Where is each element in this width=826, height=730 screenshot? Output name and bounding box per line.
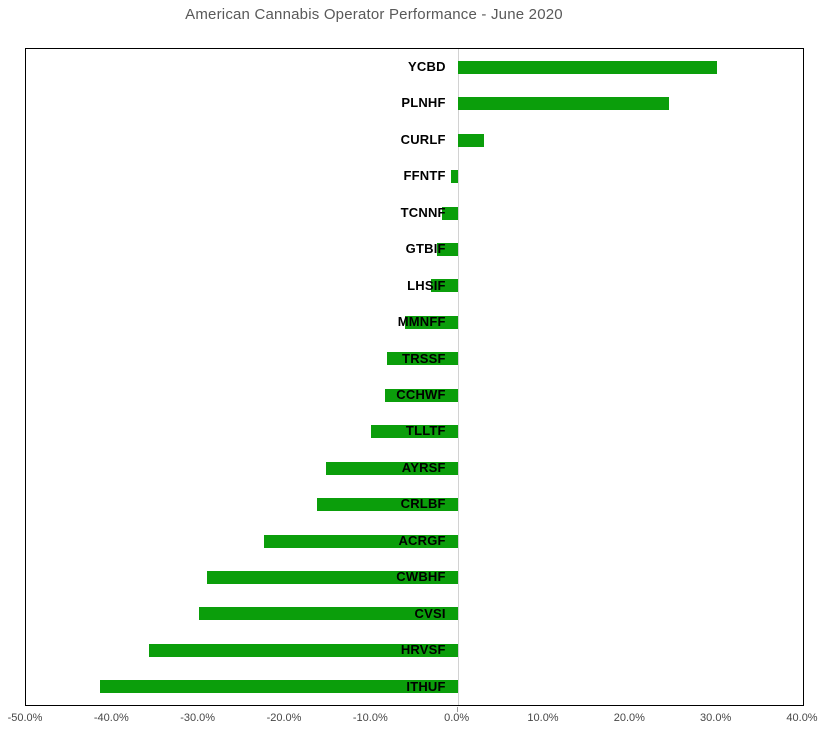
plot-area: YCBD PLNHF CURLF FFNTF TCNNF GTBIF LHSIF MMNFF T… [25, 48, 804, 706]
bar-acrgf [264, 534, 458, 548]
category-label-ayrsf: AYRSF [401, 459, 446, 475]
bar-ffntf [450, 170, 458, 184]
bar-ycbd [457, 60, 717, 74]
category-label-lhsif: LHSIF [407, 277, 446, 293]
bar-cvsi [198, 607, 458, 621]
x-axis-tick-label: -10.0% [352, 712, 388, 724]
x-axis-tick-label: -20.0% [266, 712, 302, 724]
x-axis-tick-label: -50.0% [7, 712, 43, 724]
x-axis-tick-label: 40.0% [786, 712, 818, 724]
category-label-plnhf: PLNHF [401, 95, 446, 111]
bar-crlbf [316, 498, 458, 512]
zero-axis-tick [456, 707, 458, 712]
category-label-crlbf: CRLBF [400, 496, 446, 512]
bar-gtbif [436, 242, 458, 256]
category-label-hrvsf: HRVSF [400, 642, 446, 658]
x-axis-tick-label: 0.0% [444, 712, 470, 724]
bar-ayrsf [325, 461, 458, 475]
x-axis: -50.0% -40.0% -30.0% -20.0% -10.0% 0.0% 10.0% 2… [8, 712, 818, 728]
category-label-tcnnf: TCNNF [400, 204, 446, 220]
bar-cchwf [385, 388, 458, 402]
category-label-cchwf: CCHWF [396, 387, 446, 402]
category-label-trssf: TRSSF [402, 350, 446, 366]
bar-curlf [457, 133, 485, 147]
bar-lhsif [430, 279, 458, 293]
x-axis-tick-label: -40.0% [93, 712, 129, 724]
category-label-tlltf: TLLTF [405, 423, 446, 439]
category-label-mmnff: MMNFF [397, 314, 446, 330]
bar-cwbhf [207, 570, 458, 584]
category-label-gtbif: GTBIF [405, 241, 446, 257]
zero-axis-line [457, 49, 459, 705]
x-axis-tick-label: -30.0% [180, 712, 216, 724]
category-label-curlf: CURLF [400, 131, 446, 147]
x-axis-tick-label: 10.0% [527, 712, 559, 724]
x-axis-tick-label: 20.0% [613, 712, 645, 724]
bar-hrvsf [148, 643, 458, 657]
bar-ithuf [100, 680, 458, 694]
bar-mmnff [405, 315, 458, 329]
bar-tcnnf [442, 206, 458, 220]
category-label-cwbhf: CWBHF [396, 569, 446, 585]
category-label-ffntf: FFNTF [403, 168, 446, 184]
bar-trssf [386, 352, 458, 366]
category-label-cvsi: CVSI [414, 605, 446, 621]
chart-title: American Cannabis Operator Performance -… [185, 6, 563, 23]
bar-plnhf [457, 97, 670, 111]
x-axis-tick-label: 30.0% [700, 712, 732, 724]
category-label-ithuf: ITHUF [406, 678, 446, 694]
category-label-ycbd: YCBD [408, 59, 446, 74]
category-label-acrgf: ACRGF [398, 532, 446, 548]
bar-tlltf [371, 425, 458, 439]
